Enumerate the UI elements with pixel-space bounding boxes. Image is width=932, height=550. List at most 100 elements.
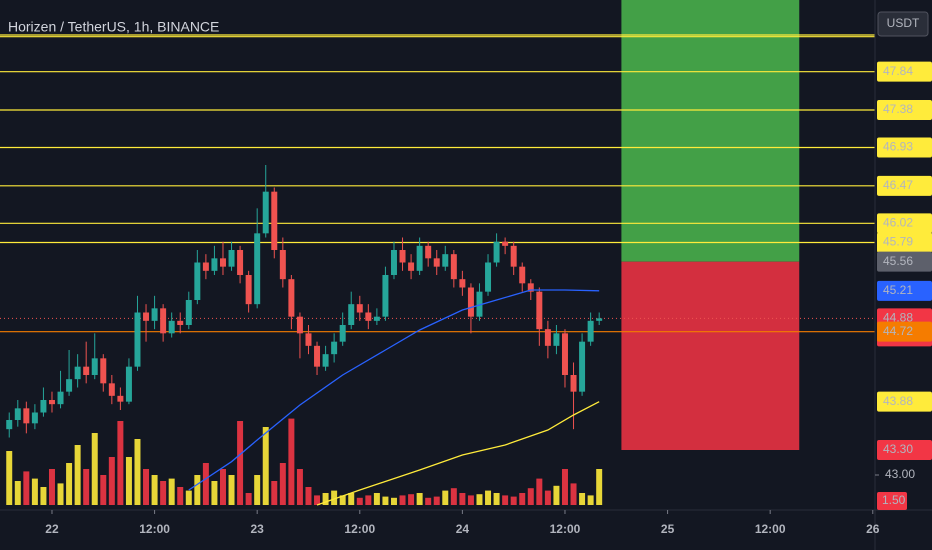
volume-bar (382, 496, 389, 505)
candle-body (237, 250, 244, 275)
candle-body (390, 250, 397, 275)
candle-body (108, 383, 115, 396)
entry-label: 45.56 (883, 254, 913, 268)
x-tick-label: 24 (456, 522, 470, 536)
volume-bar (553, 485, 560, 505)
volume-bar (271, 481, 278, 505)
volume-bar (237, 421, 244, 505)
candle-body (14, 408, 21, 420)
stop-label: 43.30 (883, 442, 913, 456)
moving-average (188, 289, 600, 491)
candle-body (561, 333, 568, 375)
volume-bar (23, 471, 30, 505)
candle-body (399, 250, 406, 263)
volume-bar (356, 497, 363, 505)
candle-body (57, 391, 64, 405)
volume-bar (544, 490, 551, 505)
volume-bar (151, 475, 158, 505)
volume-bar (177, 487, 184, 505)
candle-body (202, 262, 209, 271)
candle-body (262, 191, 269, 234)
volume-bar (459, 493, 466, 505)
candle-body (177, 320, 184, 325)
volume-bar (348, 493, 355, 505)
volume-bar (561, 469, 568, 505)
level-label: 46.93 (883, 140, 913, 154)
candle-body (365, 312, 372, 321)
volume-bar (185, 490, 192, 505)
volume-bar (570, 483, 577, 505)
candle-body (467, 287, 474, 317)
level-label: 47.84 (883, 64, 913, 78)
currency-label: USDT (887, 16, 920, 30)
volume-bar (450, 488, 457, 505)
volume-bar (408, 494, 415, 505)
level-label: 47.38 (883, 102, 913, 116)
volume-bar (134, 439, 141, 505)
candle-body (587, 320, 594, 342)
ma-label: 45.21 (883, 283, 913, 297)
volume-bar (40, 487, 47, 505)
volume-bar (228, 475, 235, 505)
candle-body (339, 325, 346, 342)
volume-bar (322, 493, 329, 505)
level-label-bg (877, 100, 932, 120)
volume-bar (485, 490, 492, 505)
candle-body (459, 279, 466, 288)
volume-bar (536, 478, 543, 505)
candle-body (245, 275, 252, 305)
volume-bar (296, 469, 303, 505)
position-profit (621, 0, 800, 262)
candle-body (314, 345, 321, 367)
candle-body (416, 245, 423, 271)
candle-body (544, 329, 551, 346)
candle-body (485, 262, 492, 292)
volume-bar (416, 493, 423, 505)
volume-bar (66, 463, 73, 505)
volume-bar (117, 421, 124, 505)
volume-bar (527, 488, 534, 505)
volume-bar (279, 463, 286, 505)
x-tick-label: 12:00 (550, 522, 581, 536)
candle-body (425, 245, 432, 259)
volume-bar (31, 478, 38, 505)
volume-bar (399, 495, 406, 505)
candle-body (408, 262, 415, 271)
candle-body (151, 308, 158, 321)
level-label-bg (877, 61, 932, 82)
moving-average (316, 401, 600, 506)
candle-body (579, 341, 586, 392)
volume-bar (373, 493, 380, 505)
volume-bar (219, 469, 226, 505)
volume-bar (425, 497, 432, 505)
x-tick-label: 12:00 (755, 522, 786, 536)
volume-bar (579, 493, 586, 505)
candle-body (23, 408, 30, 424)
candle-body (570, 375, 577, 392)
candle-body (100, 358, 107, 384)
candle-body (553, 333, 560, 346)
x-tick-label: 12:00 (344, 522, 375, 536)
candle-body (348, 304, 355, 325)
volume-bar (83, 469, 90, 505)
candle-body (476, 291, 483, 317)
volume-label-bg (877, 492, 907, 510)
volume-bar (202, 463, 209, 505)
volume-bar (519, 493, 526, 505)
volume-bar (596, 469, 603, 505)
volume-bar (433, 496, 440, 505)
chart-title: Horizen / TetherUS, 1h, BINANCE (8, 19, 219, 35)
x-tick-label: 25 (661, 522, 675, 536)
current-price-label: 44.88 (883, 311, 913, 325)
volume-label: 1.50 (882, 493, 906, 507)
candle-body (279, 250, 286, 280)
volume-bar (125, 457, 132, 505)
candle-body (296, 316, 303, 334)
candle-body (160, 308, 167, 334)
candle-body (219, 258, 226, 267)
volume-bar (100, 475, 107, 505)
candle-body (125, 366, 132, 402)
candle-body (536, 291, 543, 330)
currency-bg (877, 11, 929, 37)
